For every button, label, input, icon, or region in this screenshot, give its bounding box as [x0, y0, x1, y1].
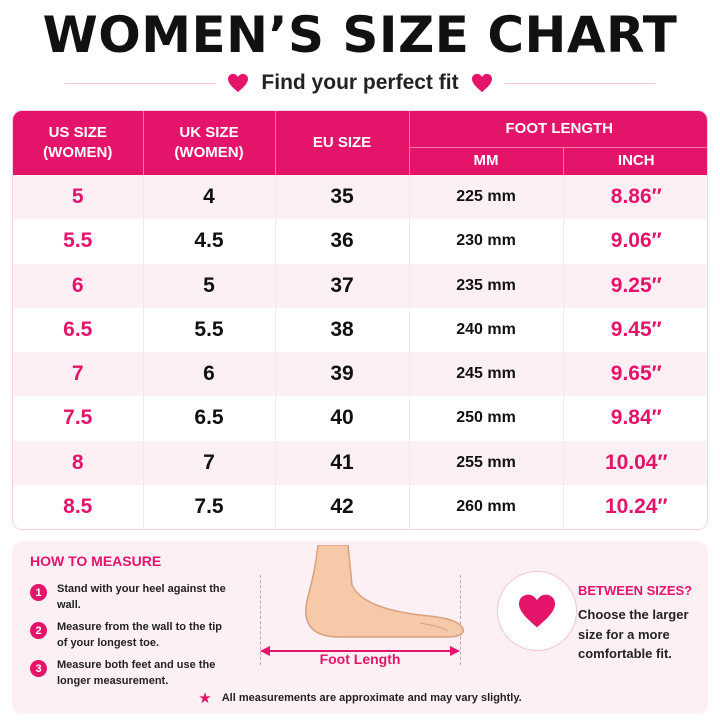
- heart-icon: [228, 73, 249, 93]
- step-3: 3 Measure both feet and use the longer m…: [30, 658, 230, 690]
- cell-uk-size: 7: [143, 440, 276, 485]
- cell-inch: 8.86″: [563, 175, 707, 220]
- cell-inch: 9.65″: [563, 352, 707, 397]
- cell-inch: 9.84″: [563, 396, 707, 441]
- step-1: 1 Stand with your heel against the wall.: [30, 582, 230, 614]
- cell-us-size: 5.5: [13, 219, 144, 264]
- divider-right: [504, 82, 655, 84]
- disclaimer-text: All measurements are approximate and may…: [221, 692, 522, 704]
- cell-inch: 10.04″: [563, 440, 707, 485]
- header-eu-size: EU SIZE: [275, 111, 410, 175]
- measure-guide-right: [460, 575, 461, 665]
- cell-eu-size: 35: [275, 175, 410, 220]
- subtitle-row: Find your perfect fit: [0, 66, 720, 100]
- step-text: Measure from the wall to the tip of your…: [57, 621, 223, 649]
- step-text: Measure both feet and use the longer mea…: [57, 659, 216, 687]
- cell-inch: 9.06″: [563, 219, 707, 264]
- cell-mm: 230 mm: [409, 219, 564, 264]
- cell-eu-size: 36: [275, 219, 410, 264]
- table-row: 6.5 5.5 38 240 mm 9.45″: [13, 307, 707, 352]
- table-row: 7 6 39 245 mm 9.65″: [13, 352, 707, 397]
- cell-us-size: 6: [13, 263, 144, 308]
- cell-mm: 245 mm: [409, 352, 564, 397]
- between-sizes-title: BETWEEN SIZES?: [578, 583, 693, 598]
- cell-us-size: 7.5: [13, 396, 144, 441]
- header-mm: MM: [409, 146, 564, 175]
- cell-us-size: 7: [13, 352, 144, 397]
- divider-left: [65, 82, 216, 84]
- cell-us-size: 8: [13, 440, 144, 485]
- header-us-size: US SIZE (WOMEN): [13, 111, 144, 175]
- step-text: Stand with your heel against the wall.: [57, 583, 226, 611]
- cell-eu-size: 42: [275, 484, 410, 529]
- table-row: 7.5 6.5 40 250 mm 9.84″: [13, 396, 707, 441]
- foot-illustration: Foot Length: [240, 541, 480, 681]
- cell-eu-size: 40: [275, 396, 410, 441]
- cell-uk-size: 6: [143, 352, 276, 397]
- cell-uk-size: 7.5: [143, 484, 276, 529]
- step-number: 2: [30, 622, 47, 639]
- heart-icon: [519, 594, 555, 628]
- table-row: 5 4 35 225 mm 8.86″: [13, 175, 707, 220]
- size-table: US SIZE (WOMEN) UK SIZE (WOMEN) EU SIZE …: [12, 110, 708, 530]
- heart-badge: [497, 571, 577, 651]
- cell-inch: 10.24″: [563, 484, 707, 529]
- cell-us-size: 8.5: [13, 484, 144, 529]
- measure-guide-left: [260, 575, 261, 665]
- cell-eu-size: 41: [275, 440, 410, 485]
- measure-panel: HOW TO MEASURE 1 Stand with your heel ag…: [12, 541, 708, 714]
- step-number: 1: [30, 584, 47, 601]
- table-row: 5.5 4.5 36 230 mm 9.06″: [13, 219, 707, 264]
- cell-mm: 225 mm: [409, 175, 564, 220]
- header-inch: INCH: [563, 146, 707, 175]
- cell-uk-size: 4: [143, 175, 276, 220]
- table-row: 8 7 41 255 mm 10.04″: [13, 440, 707, 485]
- cell-us-size: 5: [13, 175, 144, 220]
- cell-eu-size: 38: [275, 307, 410, 352]
- cell-eu-size: 39: [275, 352, 410, 397]
- star-icon: ★: [198, 690, 212, 707]
- cell-mm: 235 mm: [409, 263, 564, 308]
- page-title: WOMEN’S SIZE CHART: [42, 6, 678, 64]
- subtitle: Find your perfect fit: [261, 71, 459, 94]
- cell-inch: 9.45″: [563, 307, 707, 352]
- cell-mm: 250 mm: [409, 396, 564, 441]
- step-number: 3: [30, 660, 47, 677]
- cell-mm: 240 mm: [409, 307, 564, 352]
- header-foot-length: FOOT LENGTH: [409, 111, 707, 147]
- cell-uk-size: 6.5: [143, 396, 276, 441]
- length-arrow-icon: [260, 646, 460, 656]
- between-sizes-text: Choose the larger size for a more comfor…: [578, 607, 689, 661]
- cell-eu-size: 37: [275, 263, 410, 308]
- step-2: 2 Measure from the wall to the tip of yo…: [30, 620, 230, 652]
- cell-mm: 260 mm: [409, 484, 564, 529]
- cell-inch: 9.25″: [563, 263, 707, 308]
- foot-icon: [305, 545, 464, 638]
- cell-uk-size: 5: [143, 263, 276, 308]
- heart-icon: [471, 73, 492, 93]
- cell-uk-size: 4.5: [143, 219, 276, 264]
- header-uk-size: UK SIZE (WOMEN): [143, 111, 276, 175]
- foot-length-label: Foot Length: [319, 651, 401, 667]
- disclaimer: ★ All measurements are approximate and m…: [12, 689, 708, 707]
- how-to-measure-title: HOW TO MEASURE: [30, 553, 162, 569]
- cell-mm: 255 mm: [409, 440, 564, 485]
- table-row: 6 5 37 235 mm 9.25″: [13, 263, 707, 308]
- table-row: 8.5 7.5 42 260 mm 10.24″: [13, 484, 707, 529]
- cell-uk-size: 5.5: [143, 307, 276, 352]
- cell-us-size: 6.5: [13, 307, 144, 352]
